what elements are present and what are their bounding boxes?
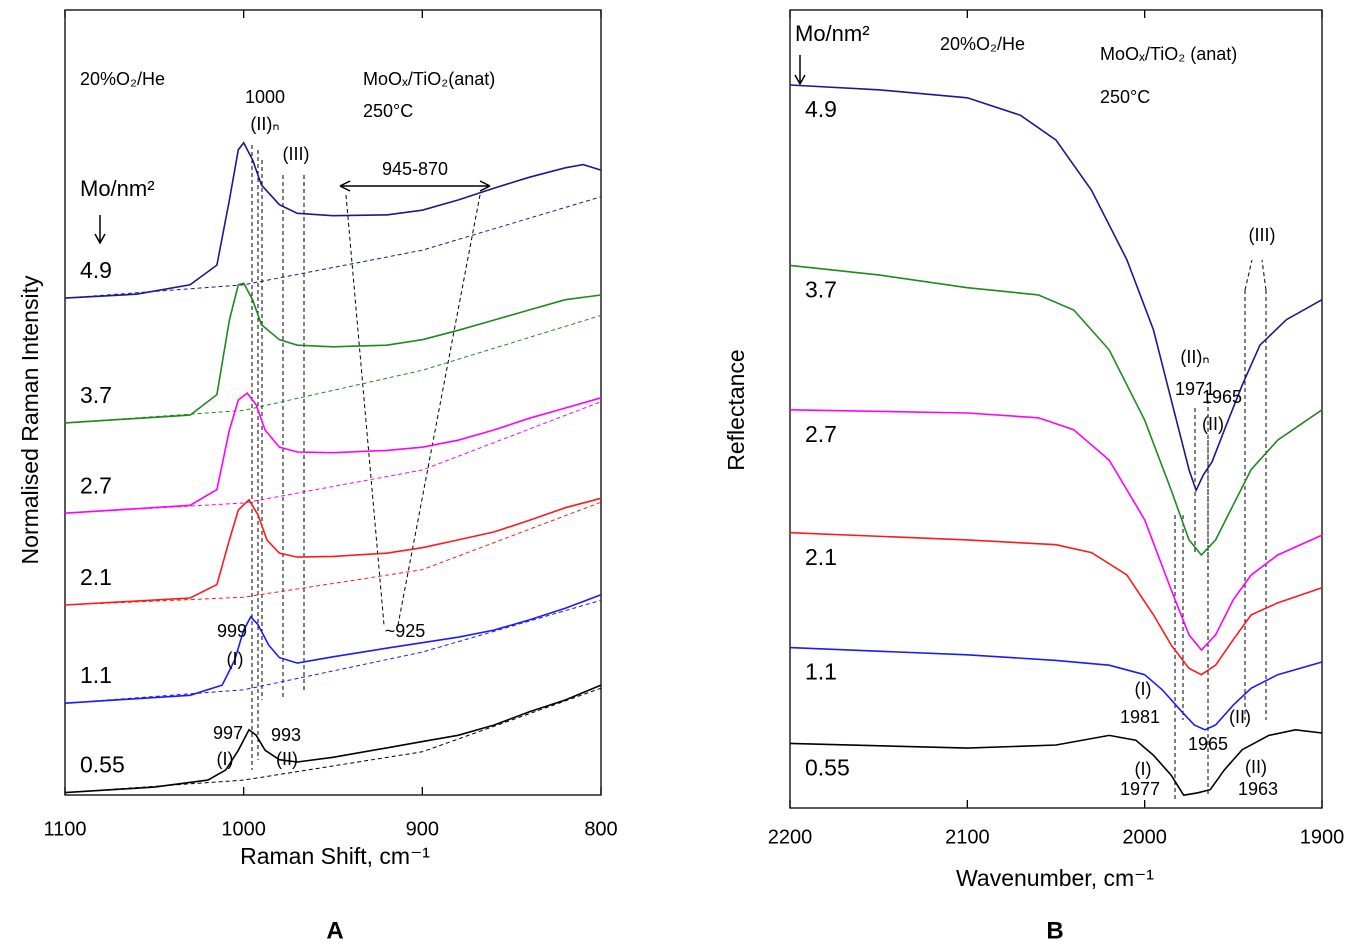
spectrum	[64, 391, 602, 514]
annotation: MoOₓ/TiO₂(anat)	[363, 69, 495, 89]
series-label: 1.1	[805, 659, 837, 685]
spectrum	[64, 141, 602, 299]
x-tick-label: 2200	[768, 826, 813, 848]
spectrum	[64, 282, 602, 424]
series-label: 4.9	[805, 96, 837, 122]
guide-lines	[251, 145, 305, 770]
annotation: (II)ₙ	[250, 114, 279, 134]
annotation: 250°C	[1100, 87, 1150, 107]
baseline	[64, 401, 602, 514]
arrow	[794, 55, 806, 86]
x-tick-label: 900	[406, 818, 439, 840]
baseline	[64, 599, 602, 704]
annotation: 945-870	[382, 159, 448, 179]
series-label: 4.9	[80, 257, 112, 283]
baseline	[64, 196, 602, 299]
x-axis-label: Raman Shift, cm⁻¹	[240, 843, 430, 869]
x-tick-label: 1000	[221, 818, 266, 840]
spectrum	[64, 594, 602, 704]
series-label: 0.55	[805, 754, 850, 780]
panel-label: B	[1046, 917, 1063, 944]
series-label: 3.7	[805, 276, 837, 302]
guide-lines	[345, 194, 481, 626]
annotation: 1000	[245, 87, 285, 107]
annotation: 1965	[1202, 387, 1242, 407]
baseline	[64, 314, 602, 424]
x-tick-label: 2100	[945, 826, 990, 848]
series-label: 1.1	[80, 662, 112, 688]
annotation: (III)	[1249, 225, 1276, 245]
annotation: 997	[213, 723, 243, 743]
annotation: (II)ₙ	[1180, 347, 1209, 367]
spectrum	[789, 84, 1323, 493]
baseline	[64, 687, 602, 794]
guide-lines	[1174, 259, 1267, 800]
x-tick-label: 800	[584, 818, 617, 840]
spectrum	[64, 684, 602, 794]
annotation: (III)	[283, 144, 310, 164]
series-label: 0.55	[80, 752, 125, 778]
x-tick-label: 2000	[1122, 826, 1167, 848]
series-label: 2.7	[80, 472, 112, 498]
annotation: (II)	[1229, 707, 1251, 727]
annotation: 20%O₂/He	[940, 34, 1025, 54]
range-arrow	[339, 180, 491, 192]
x-axis-label: Wavenumber, cm⁻¹	[956, 865, 1154, 891]
annotation: (I)	[1135, 679, 1152, 699]
legend-title: Mo/nm²	[795, 21, 870, 46]
y-axis-label: Reflectance	[723, 349, 749, 470]
spectrum	[789, 531, 1323, 676]
series-label: 2.1	[805, 544, 837, 570]
annotation: ~925	[385, 621, 426, 641]
series-label: 2.1	[80, 564, 112, 590]
guides	[94, 55, 1267, 800]
annotation: 1963	[1238, 779, 1278, 799]
annotation: (II)	[1202, 414, 1224, 434]
annotation: 1971	[1175, 379, 1215, 399]
annotation: MoOₓ/TiO₂ (anat)	[1100, 44, 1237, 64]
annotation: 1981	[1120, 707, 1160, 727]
baseline	[64, 501, 602, 606]
plot-frame	[789, 9, 1323, 809]
plot-frame	[64, 9, 602, 796]
annotation: 1965	[1188, 734, 1228, 754]
panel-label: A	[326, 917, 343, 944]
spectrum	[789, 409, 1323, 652]
spectrum	[789, 646, 1323, 731]
spectrum	[789, 264, 1323, 557]
annotation: (II)	[276, 749, 298, 769]
legend-title: Mo/nm²	[80, 176, 155, 201]
arrow	[94, 215, 106, 245]
x-tick-label: 1100	[43, 818, 86, 840]
annotation: (I)	[1135, 759, 1152, 779]
spectrum	[64, 497, 602, 606]
spectrum	[789, 728, 1323, 797]
annotation: 20%O₂/He	[80, 69, 165, 89]
annotation: 993	[271, 725, 301, 745]
x-tick-label: 1900	[1300, 826, 1345, 848]
annotation: 250°C	[363, 101, 413, 121]
annotation: 999	[217, 621, 247, 641]
annotation: (II)	[1245, 757, 1267, 777]
y-axis-label: Normalised Raman Intensity	[17, 275, 43, 564]
annotation: (I)	[217, 749, 234, 769]
series-label: 2.7	[805, 421, 837, 447]
annotation: 1977	[1120, 779, 1160, 799]
annotation: (I)	[227, 649, 244, 669]
series-label: 3.7	[80, 382, 112, 408]
